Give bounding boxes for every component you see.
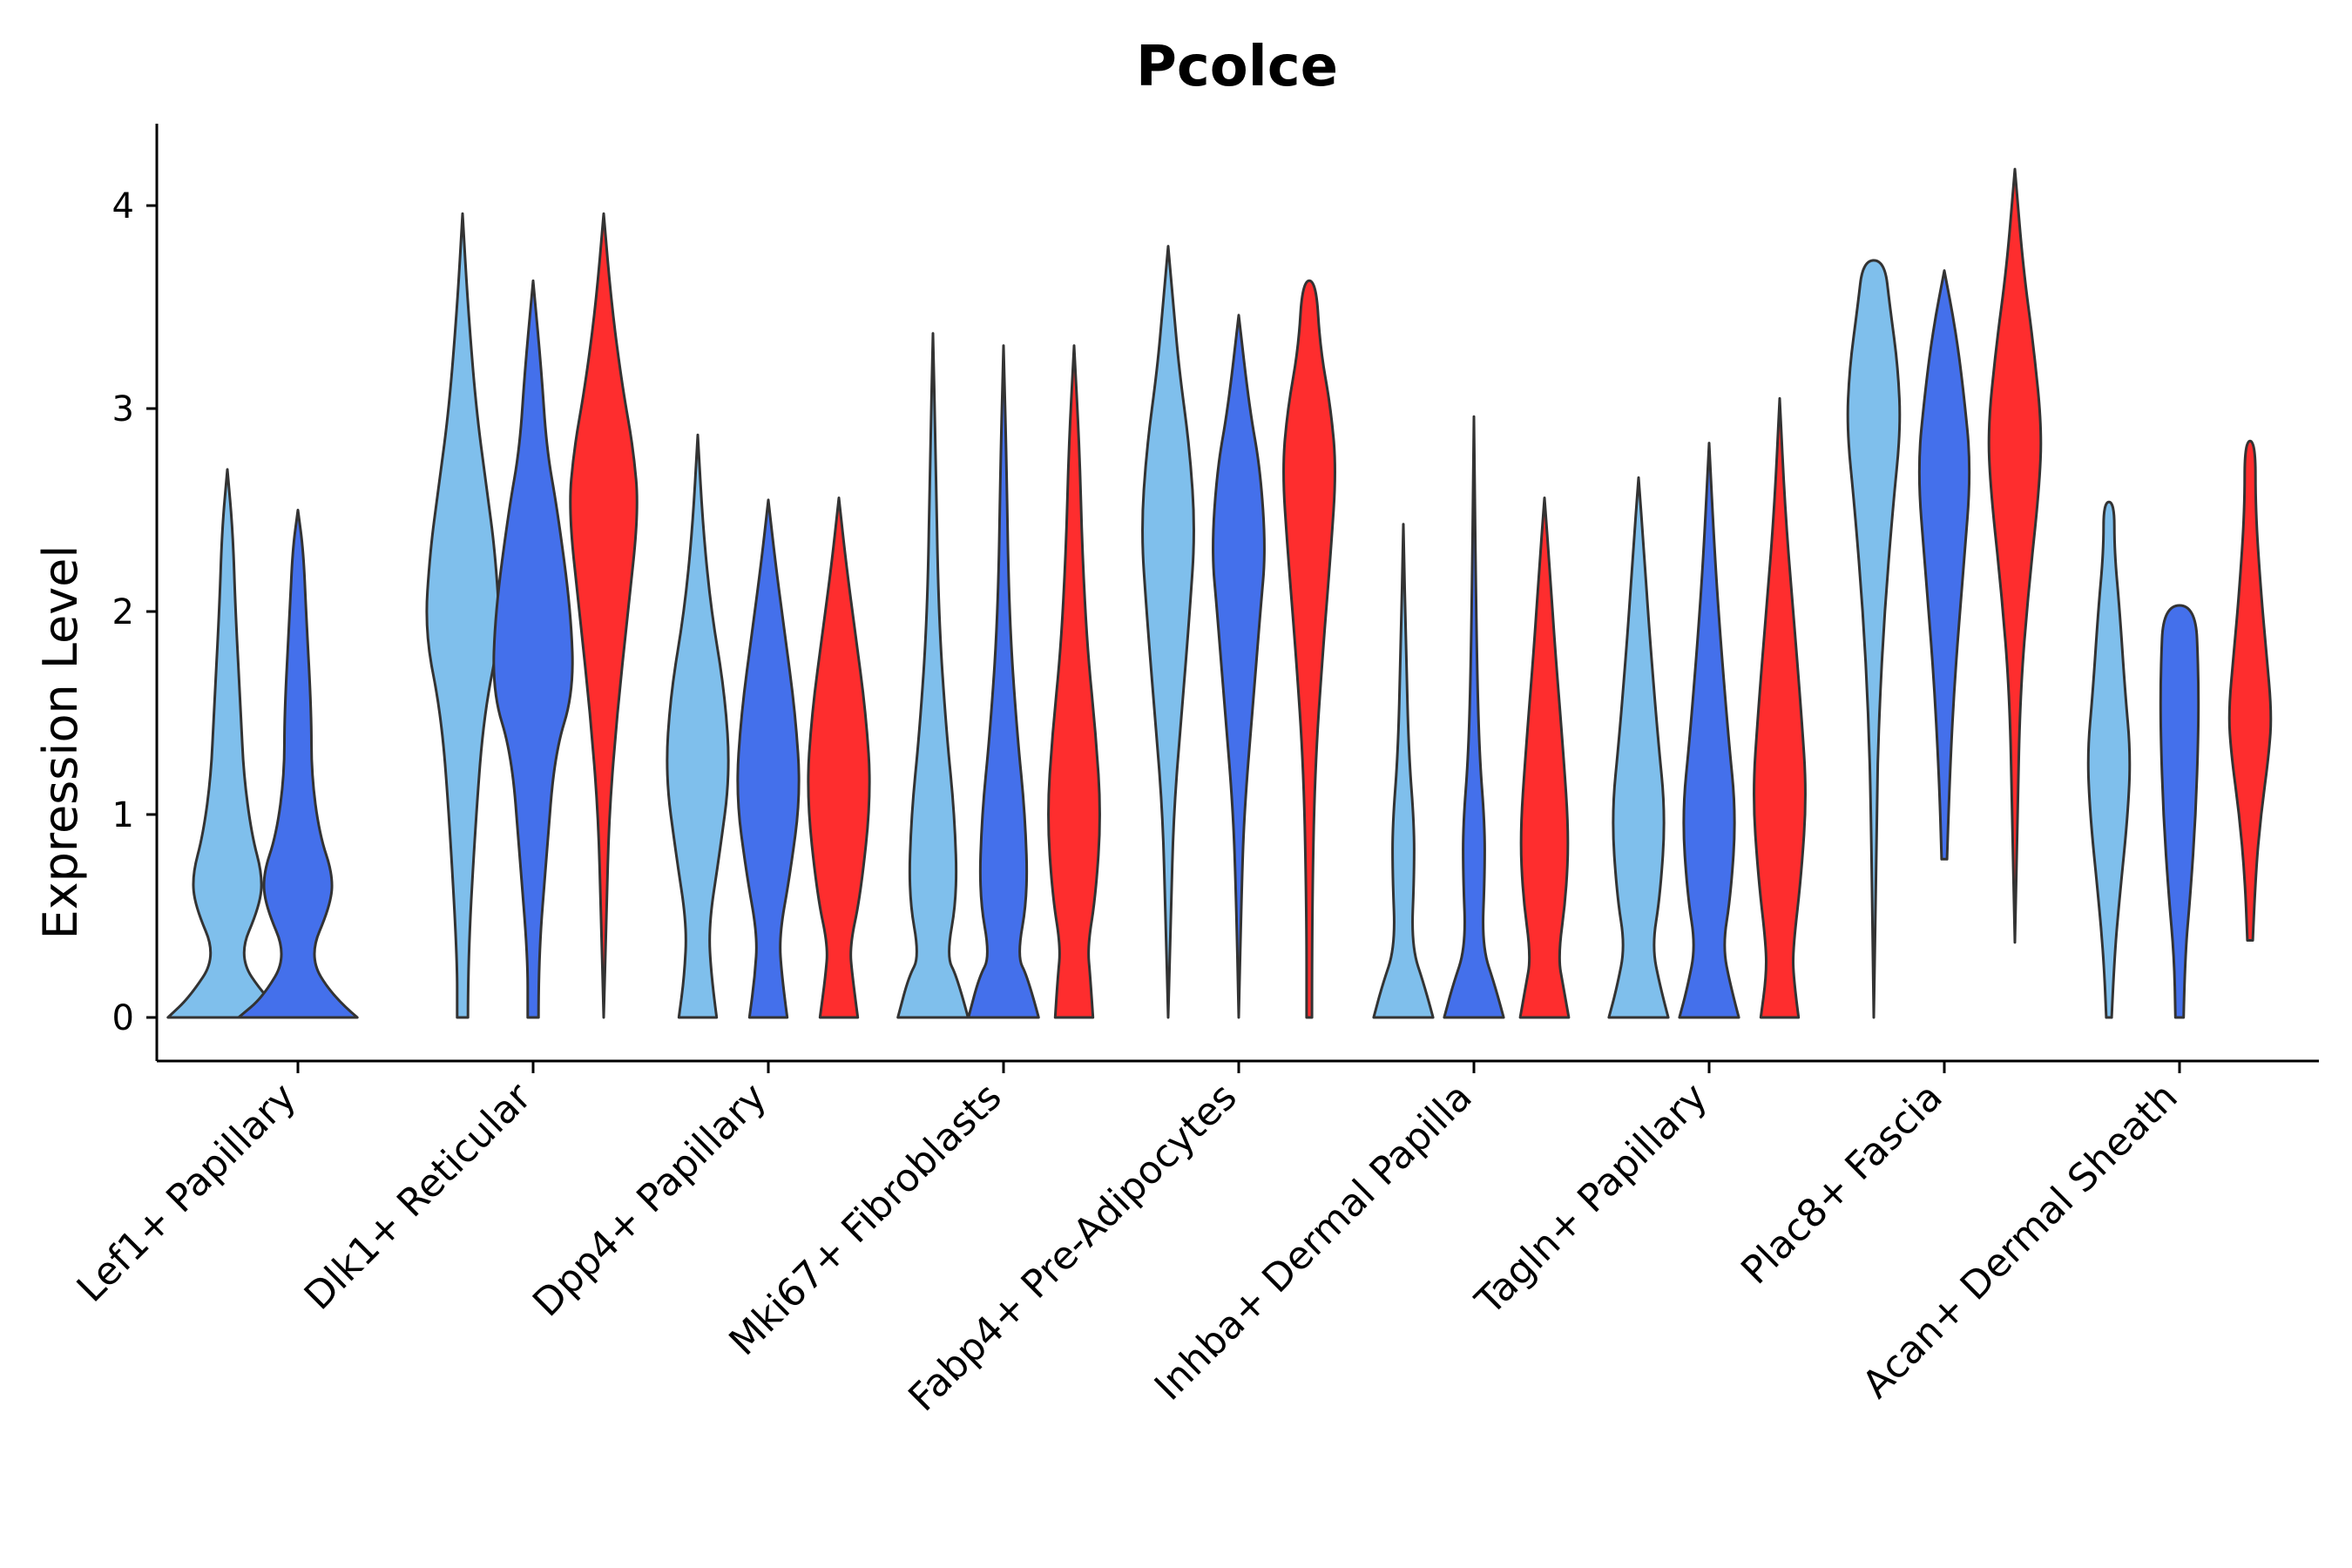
violin-plac8-fascia-s0 <box>1846 259 1902 1019</box>
violin-fabp4-pre-adipocytes-s2 <box>1282 279 1336 1019</box>
violin-acan-dermal-sheath-s1 <box>2159 604 2200 1019</box>
violin-lef1-papillary-s0 <box>166 468 288 1019</box>
violin-plac8-fascia-s2 <box>1987 167 2043 944</box>
x-tick-label: Tagln+ Papillary <box>1467 1075 1716 1324</box>
violin-tagln-papillary-s1 <box>1678 442 1740 1019</box>
violin-plac8-fascia-s1 <box>1917 269 1971 861</box>
x-tick-label: Plac8+ Fascia <box>1733 1075 1951 1294</box>
violin-mki67-fibroblasts-s2 <box>1047 344 1101 1019</box>
violin-mki67-fibroblasts-s1 <box>967 344 1040 1019</box>
violin-dlk1-reticular-s1 <box>492 279 574 1019</box>
violin-dpp4-papillary-s0 <box>666 433 730 1019</box>
violin-fabp4-pre-adipocytes-s0 <box>1141 245 1195 1019</box>
chart-title: Pcolce <box>1136 35 1338 99</box>
y-tick-label: 3 <box>112 389 134 429</box>
violin-layer <box>166 167 2273 1019</box>
violin-acan-dermal-sheath-s0 <box>2086 500 2132 1019</box>
violin-fabp4-pre-adipocytes-s1 <box>1212 314 1266 1019</box>
violin-inhba-dermal-papilla-s0 <box>1372 523 1435 1019</box>
y-tick-label: 2 <box>112 592 134 632</box>
violin-tagln-papillary-s2 <box>1753 396 1807 1019</box>
y-tick-label: 4 <box>112 186 134 226</box>
violin-acan-dermal-sheath-s2 <box>2227 439 2273 942</box>
violin-dlk1-reticular-s0 <box>425 212 500 1019</box>
y-axis-label: Expression Level <box>33 545 88 940</box>
violin-mki67-fibroblasts-s0 <box>896 332 970 1019</box>
violin-inhba-dermal-papilla-s1 <box>1443 415 1505 1019</box>
y-axis-ticks: 0 1 2 3 4 <box>112 186 157 1038</box>
x-tick-label: Lef1+ Papillary <box>69 1075 305 1311</box>
violin-lef1-papillary-s1 <box>237 509 359 1019</box>
y-tick-label: 0 <box>112 998 134 1038</box>
violin-inhba-dermal-papilla-s2 <box>1518 497 1571 1019</box>
violin-dlk1-reticular-s2 <box>569 212 639 1019</box>
violin-dpp4-papillary-s2 <box>807 497 871 1019</box>
violin-tagln-papillary-s0 <box>1607 476 1670 1019</box>
x-tick-label: Dpp4+ Papillary <box>524 1075 775 1326</box>
y-tick-label: 1 <box>112 795 134 835</box>
violin-dpp4-papillary-s1 <box>736 498 801 1019</box>
x-tick-label: Dlk1+ Reticular <box>296 1074 541 1319</box>
